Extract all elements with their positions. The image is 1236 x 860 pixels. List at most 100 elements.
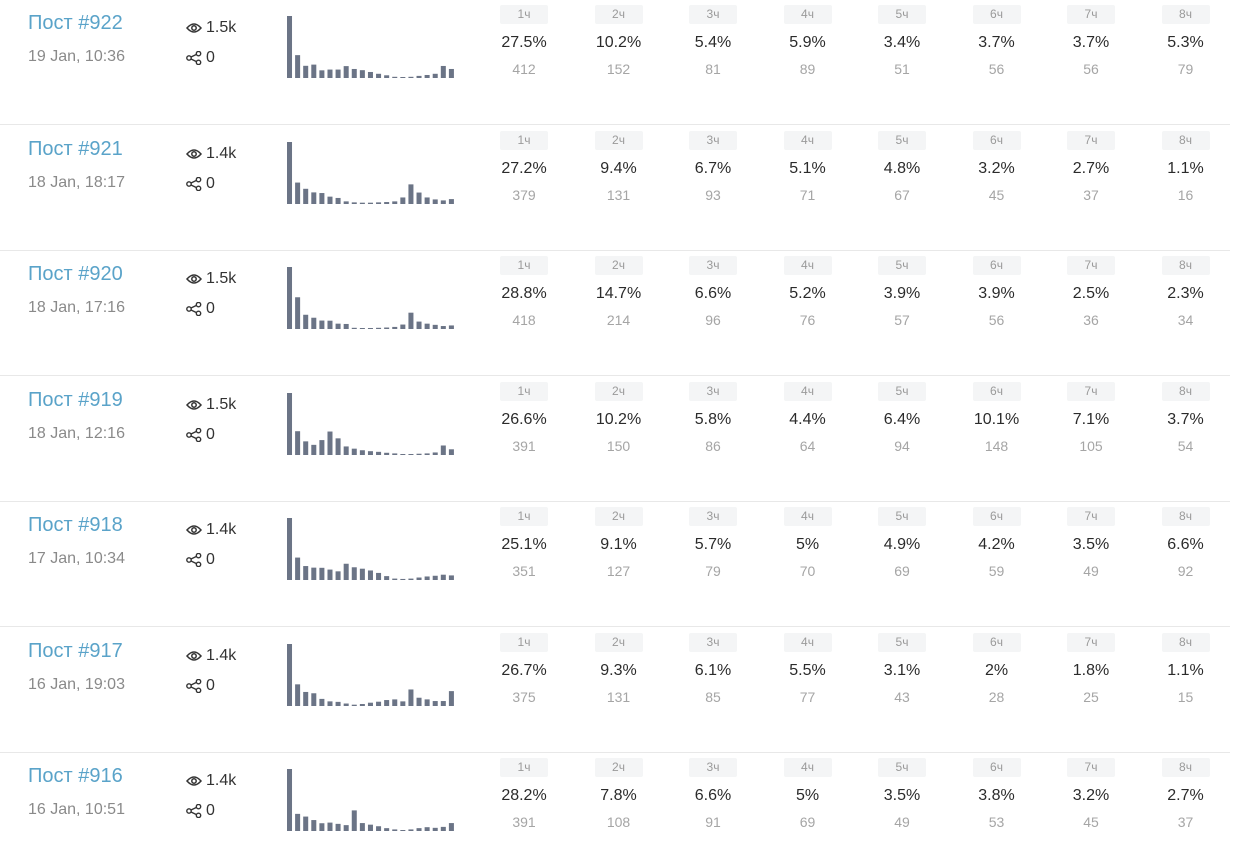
sparkline-bar — [392, 76, 398, 78]
sparkline-bar — [408, 829, 414, 831]
views-count: 1.4k — [206, 521, 237, 538]
hour-count: 105 — [1079, 437, 1103, 454]
shares-count: 0 — [206, 174, 215, 192]
hour-percent: 3.5% — [883, 787, 921, 804]
hour-label: 2ч — [594, 632, 643, 652]
sparkline-bar — [351, 201, 357, 204]
views-stat: 1.5k — [186, 395, 236, 415]
sparkline-bar — [327, 700, 333, 706]
sparkline-bar — [319, 439, 325, 455]
sparkline-bar — [335, 437, 341, 455]
hour-column: 3ч 6.1% 85 — [683, 632, 743, 706]
hour-label: 5ч — [878, 5, 926, 24]
hour-count: 51 — [894, 61, 910, 77]
shares-count: 0 — [206, 49, 215, 66]
sparkline-bar — [416, 577, 422, 580]
hour-count: 351 — [512, 563, 536, 579]
post-date: 18 Jan, 18:17 — [28, 173, 125, 191]
hour-count: 43 — [894, 688, 910, 705]
post-date: 16 Jan, 10:51 — [28, 801, 125, 818]
sparkline-bar — [303, 691, 309, 706]
hour-column: 1ч 27.2% 379 — [494, 130, 554, 204]
hour-column: 7ч 2.7% 37 — [1061, 130, 1121, 204]
hour-percent: 3.1% — [883, 661, 921, 679]
shares-count: 0 — [206, 425, 215, 443]
hour-label: 2ч — [594, 381, 643, 401]
hour-label: 1ч — [500, 507, 548, 526]
hour-label: 2ч — [594, 130, 643, 150]
post-row: Пост #920 18 Jan, 17:16 1.5k 0 1ч 28.8% 4… — [0, 251, 1230, 376]
hour-label: 3ч — [689, 507, 737, 526]
sparkline-bar — [295, 297, 301, 329]
sparkline-bar — [408, 688, 414, 706]
views-stat: 1.4k — [186, 646, 236, 666]
hour-column: 3ч 5.4% 81 — [683, 5, 743, 78]
hour-count: 91 — [705, 814, 721, 830]
share-icon — [186, 427, 202, 442]
sparkline-bar — [424, 698, 430, 706]
views-sparkline — [287, 392, 454, 455]
post-date: 18 Jan, 17:16 — [28, 299, 125, 316]
views-sparkline — [287, 267, 454, 329]
hour-percent: 3.2% — [978, 159, 1015, 177]
sparkline-bar — [432, 198, 438, 204]
hour-percent: 4.9% — [883, 536, 921, 553]
post-title-link[interactable]: Пост #917 — [28, 639, 123, 662]
post-title-link[interactable]: Пост #918 — [28, 514, 123, 536]
hour-column: 7ч 3.5% 49 — [1061, 507, 1121, 580]
hour-label: 8ч — [1161, 256, 1210, 275]
post-title-link[interactable]: Пост #920 — [28, 263, 123, 285]
hour-label: 7ч — [1067, 632, 1115, 652]
sparkline-bar — [440, 326, 446, 329]
hour-label: 4ч — [783, 632, 832, 652]
hour-column: 7ч 3.2% 45 — [1061, 758, 1121, 831]
hour-count: 53 — [988, 814, 1005, 830]
sparkline-bar — [376, 73, 382, 78]
post-title-link[interactable]: Пост #916 — [28, 765, 123, 787]
hour-column: 3ч 6.6% 91 — [683, 758, 743, 831]
sparkline-bar — [416, 697, 422, 706]
views-sparkline — [287, 16, 454, 78]
hour-label: 6ч — [972, 381, 1021, 401]
post-date: 19 Jan, 10:36 — [28, 48, 125, 65]
eye-icon — [186, 650, 202, 661]
hour-count: 37 — [1083, 186, 1099, 203]
post-row: Пост #922 19 Jan, 10:36 1.5k 0 1ч 27.5% 4… — [0, 0, 1230, 125]
hour-count: 69 — [799, 814, 816, 830]
hour-label: 1ч — [500, 632, 548, 652]
hour-column: 5ч 4.8% 67 — [872, 130, 932, 204]
hour-percent: 3.9% — [978, 285, 1015, 302]
sparkline-bar — [416, 192, 422, 204]
post-title-link[interactable]: Пост #919 — [28, 388, 123, 411]
sparkline-bar — [327, 431, 333, 455]
post-title-link[interactable]: Пост #922 — [28, 12, 123, 34]
hour-percent: 3.4% — [883, 34, 921, 51]
sparkline-bar — [376, 572, 382, 580]
hour-percent: 10.2% — [595, 34, 642, 51]
hour-count: 49 — [894, 814, 910, 830]
hour-percent: 2.3% — [1167, 285, 1204, 302]
sparkline-bar — [376, 201, 382, 204]
views-stat: 1.4k — [186, 520, 236, 540]
hour-column: 3ч 5.8% 86 — [683, 381, 743, 455]
sparkline-bar — [287, 141, 293, 204]
hour-column: 7ч 3.7% 56 — [1061, 5, 1121, 78]
hour-count: 79 — [1177, 61, 1194, 77]
hour-column: 4ч 5.2% 76 — [778, 256, 838, 329]
hour-label: 7ч — [1067, 130, 1115, 150]
hour-count: 37 — [1177, 814, 1194, 830]
sparkline-bar — [432, 73, 438, 78]
post-date: 16 Jan, 19:03 — [28, 675, 125, 693]
hour-count: 49 — [1083, 563, 1099, 579]
hour-column: 5ч 3.9% 57 — [872, 256, 932, 329]
hour-label: 7ч — [1067, 507, 1115, 526]
hour-count: 152 — [606, 61, 631, 77]
hour-column: 1ч 26.7% 375 — [494, 632, 554, 706]
hour-column: 3ч 5.7% 79 — [683, 507, 743, 580]
post-title-link[interactable]: Пост #921 — [28, 137, 123, 160]
hour-percent: 2% — [984, 661, 1009, 679]
sparkline-bar — [440, 199, 446, 204]
hour-count: 59 — [988, 563, 1005, 579]
sparkline-bar — [424, 452, 430, 455]
sparkline-bar — [343, 200, 349, 204]
